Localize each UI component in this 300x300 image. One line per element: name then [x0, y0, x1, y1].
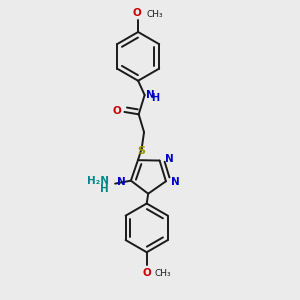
Text: N: N — [117, 177, 125, 187]
Text: H: H — [151, 93, 159, 103]
Text: CH₃: CH₃ — [154, 269, 171, 278]
Text: CH₃: CH₃ — [146, 10, 163, 19]
Text: N: N — [165, 154, 174, 164]
Text: O: O — [112, 106, 121, 116]
Text: O: O — [142, 268, 151, 278]
Text: S: S — [138, 146, 146, 157]
Text: N: N — [146, 90, 154, 100]
Text: N: N — [171, 177, 180, 187]
Text: H: H — [100, 184, 109, 194]
Text: H₂N: H₂N — [87, 176, 109, 186]
Text: O: O — [132, 8, 141, 18]
